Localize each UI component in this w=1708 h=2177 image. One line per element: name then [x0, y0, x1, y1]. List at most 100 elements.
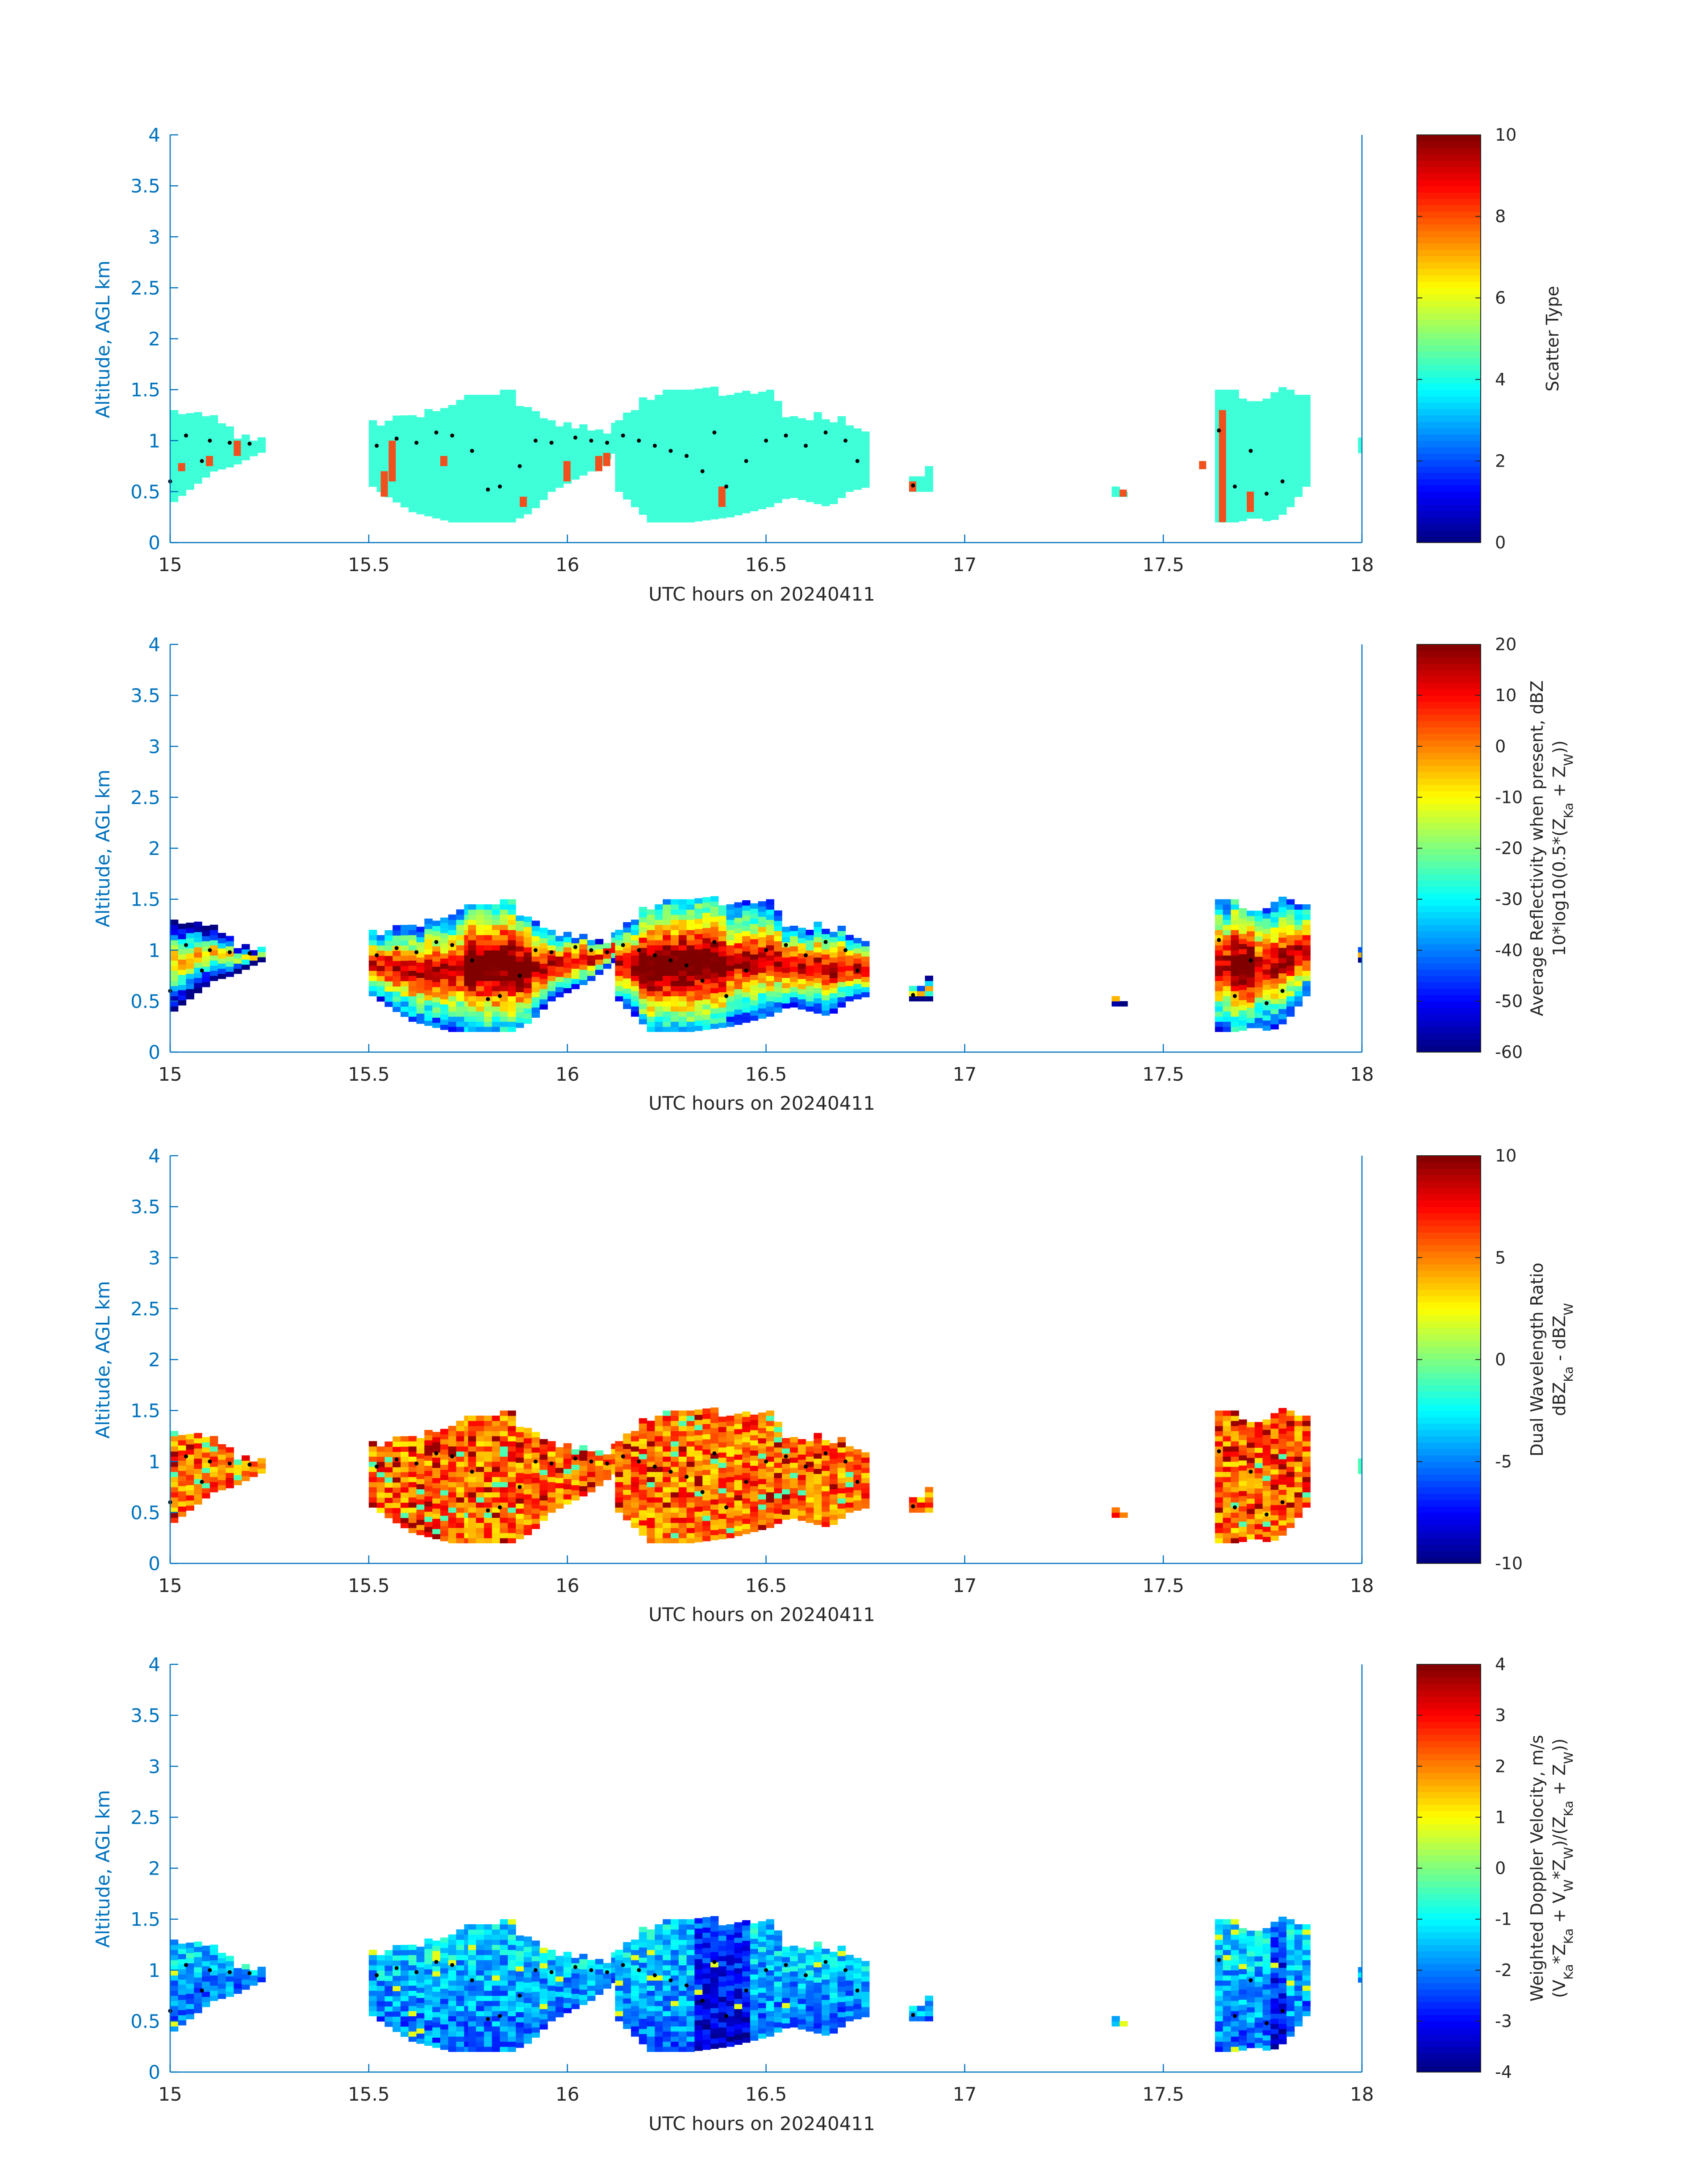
- heatmap-cell: [368, 451, 377, 456]
- heatmap-cell: [1246, 406, 1255, 412]
- heatmap-cell: [563, 1494, 572, 1500]
- heatmap-cell: [508, 975, 516, 981]
- heatmap-cell: [1278, 942, 1287, 948]
- heatmap-cell: [718, 431, 727, 437]
- heatmap-cell: [710, 921, 719, 927]
- heatmap-cell: [178, 939, 187, 944]
- heatmap-cell: [678, 1461, 687, 1467]
- heatmap-cell: [694, 1486, 703, 1492]
- heatmap-cell: [508, 981, 516, 986]
- heatmap-cell: [1294, 965, 1303, 971]
- heatmap-cell: [742, 951, 751, 957]
- heatmap-cell: [1231, 400, 1239, 405]
- heatmap-cell: [798, 1444, 806, 1450]
- heatmap-cell: [500, 930, 508, 936]
- heatmap-cell: [750, 1005, 759, 1011]
- heatmap-cell: [718, 1483, 727, 1488]
- heatmap-cell: [194, 982, 202, 988]
- heatmap-cell: [516, 1523, 524, 1529]
- heatmap-cell: [798, 428, 806, 434]
- heatmap-cell: [789, 1483, 798, 1488]
- heatmap-cell: [670, 945, 679, 951]
- heatmap-cell: [726, 512, 735, 518]
- heatmap-cell: [539, 464, 548, 470]
- heatmap-cell: [1262, 485, 1271, 491]
- heatmap-cell: [782, 489, 790, 494]
- heatmap-cell: [416, 1463, 425, 1469]
- heatmap-cell: [209, 1476, 218, 1482]
- heatmap-cell: [194, 967, 202, 973]
- heatmap-cell: [416, 447, 425, 453]
- heatmap-cell: [1254, 452, 1263, 458]
- heatmap-cell: [508, 476, 516, 482]
- data-point: [486, 997, 490, 1001]
- heatmap-cell: [1262, 495, 1271, 501]
- heatmap-cell: [686, 1456, 695, 1462]
- heatmap-cell: [448, 1522, 457, 1528]
- heatmap-cell: [655, 1467, 663, 1472]
- heatmap-cell: [678, 455, 687, 461]
- heatmap-cell: [416, 1509, 425, 1515]
- heatmap-cell: [718, 971, 727, 977]
- heatmap-cell: [1286, 440, 1295, 446]
- heatmap-cell: [1254, 1023, 1263, 1028]
- heatmap-cell: [615, 935, 623, 940]
- heatmap-cell: [1262, 944, 1271, 949]
- heatmap-cell: [774, 997, 782, 1003]
- heatmap-cell: [448, 430, 457, 436]
- heatmap-cell: [837, 487, 846, 493]
- heatmap-cell: [186, 978, 194, 984]
- heatmap-cell: [678, 415, 687, 421]
- heatmap-cell: [1286, 466, 1295, 472]
- heatmap-cell: [686, 1497, 695, 1503]
- data-point: [208, 439, 212, 443]
- heatmap-cell: [734, 1429, 743, 1434]
- heatmap-cell: [758, 1519, 767, 1525]
- heatmap-cell: [1231, 395, 1239, 401]
- heatmap-cell: [1223, 930, 1232, 936]
- heatmap-cell: [631, 975, 639, 981]
- heatmap-cell: [170, 1507, 179, 1513]
- heatmap-cell: [789, 992, 798, 998]
- heatmap-cell: [432, 1488, 441, 1494]
- heatmap-cells: [168, 896, 1362, 1032]
- heatmap-cell: [686, 1416, 695, 1421]
- heatmap-cell: [670, 1441, 679, 1447]
- heatmap-cell: [798, 1505, 806, 1511]
- heatmap-cell: [742, 941, 751, 947]
- heatmap-cell: [393, 965, 401, 971]
- heatmap-cell: [1278, 912, 1287, 918]
- heatmap-cell: [670, 415, 679, 421]
- heatmap-cell: [531, 982, 540, 987]
- heatmap-cell: [686, 1517, 695, 1523]
- heatmap-cell: [686, 1026, 695, 1032]
- heatmap-cell: [408, 940, 417, 945]
- heatmap-cell: [484, 1471, 493, 1477]
- heatmap-cell: [655, 1421, 663, 1426]
- heatmap-cell: [1231, 930, 1239, 936]
- heatmap-cell: [678, 1482, 687, 1488]
- heatmap-cell: [829, 437, 838, 443]
- heatmap-cell: [194, 921, 202, 927]
- heatmap-cell: [424, 419, 433, 425]
- heatmap-cell: [226, 966, 234, 972]
- heatmap-cell: [539, 1449, 548, 1455]
- heatmap-cell: [774, 1483, 782, 1488]
- data-point: [605, 950, 610, 954]
- heatmap-cell: [1302, 395, 1311, 401]
- heatmap-cell: [782, 937, 790, 943]
- heatmap-cell: [814, 453, 822, 459]
- heatmap-cell: [742, 482, 751, 488]
- heatmap-cell: [1231, 1001, 1239, 1007]
- heatmap-cell: [579, 964, 588, 970]
- heatmap-cell: [579, 455, 588, 460]
- heatmap-cell: [468, 1416, 476, 1421]
- heatmap-cell: [523, 432, 532, 438]
- heatmap-cell: [710, 493, 719, 499]
- heatmap-cell: [686, 991, 695, 997]
- heatmap-cell: [615, 991, 623, 997]
- heatmap-cell: [1262, 510, 1271, 516]
- heatmap-cell: [523, 1504, 532, 1510]
- heatmap-cell: [814, 1458, 822, 1464]
- heatmap-cell: [448, 1533, 457, 1538]
